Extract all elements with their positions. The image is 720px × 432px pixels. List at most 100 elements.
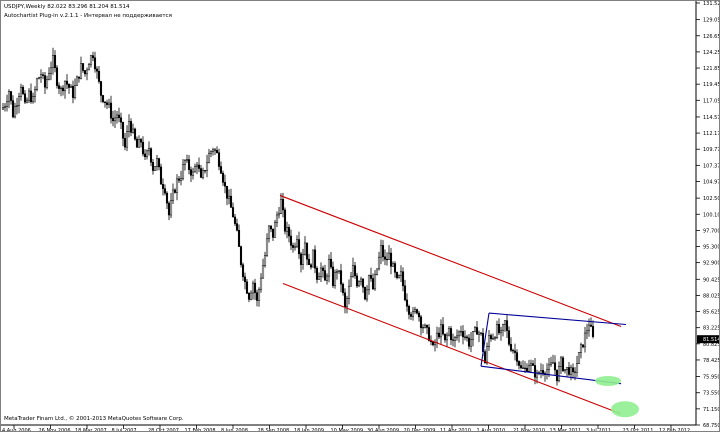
candle: [171, 183, 175, 205]
time-tick-label: 3 Jul 2011: [586, 428, 611, 432]
candle-body: [109, 102, 113, 119]
candle: [3, 103, 7, 112]
candle: [585, 323, 589, 340]
candle-body: [141, 141, 145, 155]
candle-body: [371, 278, 375, 290]
candle-body: [463, 336, 467, 338]
candle: [173, 188, 177, 194]
candle: [229, 188, 233, 208]
candle: [505, 314, 509, 339]
candle: [331, 261, 335, 289]
candle-body: [63, 80, 67, 92]
candle: [221, 170, 225, 186]
price-tick-label: 121.850: [703, 66, 720, 72]
candle-body: [375, 268, 379, 275]
candle: [149, 147, 153, 167]
candle-body: [585, 330, 589, 334]
candle-body: [165, 192, 169, 204]
candle: [495, 320, 499, 340]
candle: [369, 267, 373, 282]
candle-body: [69, 86, 73, 88]
candle: [175, 174, 179, 201]
candle: [559, 355, 563, 374]
candle: [167, 201, 171, 221]
candle: [89, 54, 93, 68]
candle: [547, 357, 551, 377]
candle-body: [255, 292, 259, 301]
candle: [345, 295, 349, 314]
price-tick-label: 102.500: [703, 196, 720, 202]
candle: [71, 80, 75, 104]
candle: [7, 89, 11, 109]
candle-body: [285, 227, 289, 232]
candle: [163, 184, 167, 196]
candle: [491, 333, 495, 340]
candle: [515, 349, 519, 366]
candle: [31, 92, 35, 104]
candle-body: [503, 320, 507, 325]
candle-body: [483, 351, 487, 364]
candle: [447, 326, 451, 337]
candle-body: [381, 245, 385, 258]
candle-body: [571, 367, 575, 373]
candle-body: [175, 178, 179, 193]
candle: [313, 245, 317, 274]
target-ellipse-2: [611, 401, 639, 418]
candle-body: [123, 138, 127, 148]
candle-body: [517, 361, 521, 366]
candle: [581, 344, 585, 349]
candle-body: [395, 272, 399, 278]
candle: [327, 254, 331, 283]
candle: [237, 224, 241, 247]
candle-body: [43, 75, 47, 88]
candle-body: [275, 214, 279, 223]
candle: [119, 112, 123, 129]
candle-body: [457, 331, 461, 337]
candle-body: [205, 162, 209, 171]
price-tick-label: 124.250: [703, 50, 720, 56]
candle-body: [501, 324, 505, 331]
candle: [425, 324, 429, 335]
candle: [317, 272, 321, 280]
candle: [365, 285, 369, 302]
candle-body: [167, 202, 171, 216]
candle-body: [103, 101, 107, 104]
candle-body: [365, 289, 369, 300]
candle-body: [253, 282, 257, 293]
candle: [371, 273, 375, 291]
candle-body: [471, 331, 475, 340]
candle-body: [387, 252, 391, 260]
candle-body: [303, 242, 307, 255]
candle-body: [263, 255, 267, 267]
candle-body: [173, 189, 177, 193]
candles: [1, 47, 595, 386]
candle-body: [451, 339, 455, 341]
candle: [571, 363, 575, 379]
channel-lower-line: [282, 282, 622, 415]
candle-body: [321, 267, 325, 271]
candle-body: [129, 121, 133, 133]
candle: [117, 107, 121, 123]
candle: [525, 363, 529, 373]
candle: [293, 242, 297, 251]
candle: [185, 154, 189, 163]
trend-lines: [279, 194, 639, 418]
candle-body: [143, 153, 147, 158]
candle: [343, 288, 347, 314]
candle: [477, 330, 481, 343]
candle: [17, 92, 21, 114]
candle: [539, 363, 543, 379]
candle: [147, 141, 151, 156]
candle-body: [9, 91, 13, 101]
candle: [529, 359, 533, 374]
candle: [499, 326, 503, 341]
candle: [385, 252, 389, 266]
candle: [275, 211, 279, 228]
candle-body: [557, 366, 561, 382]
candle-body: [267, 225, 271, 240]
candle: [349, 271, 353, 287]
candle-body: [347, 285, 351, 299]
candle-body: [435, 332, 439, 343]
